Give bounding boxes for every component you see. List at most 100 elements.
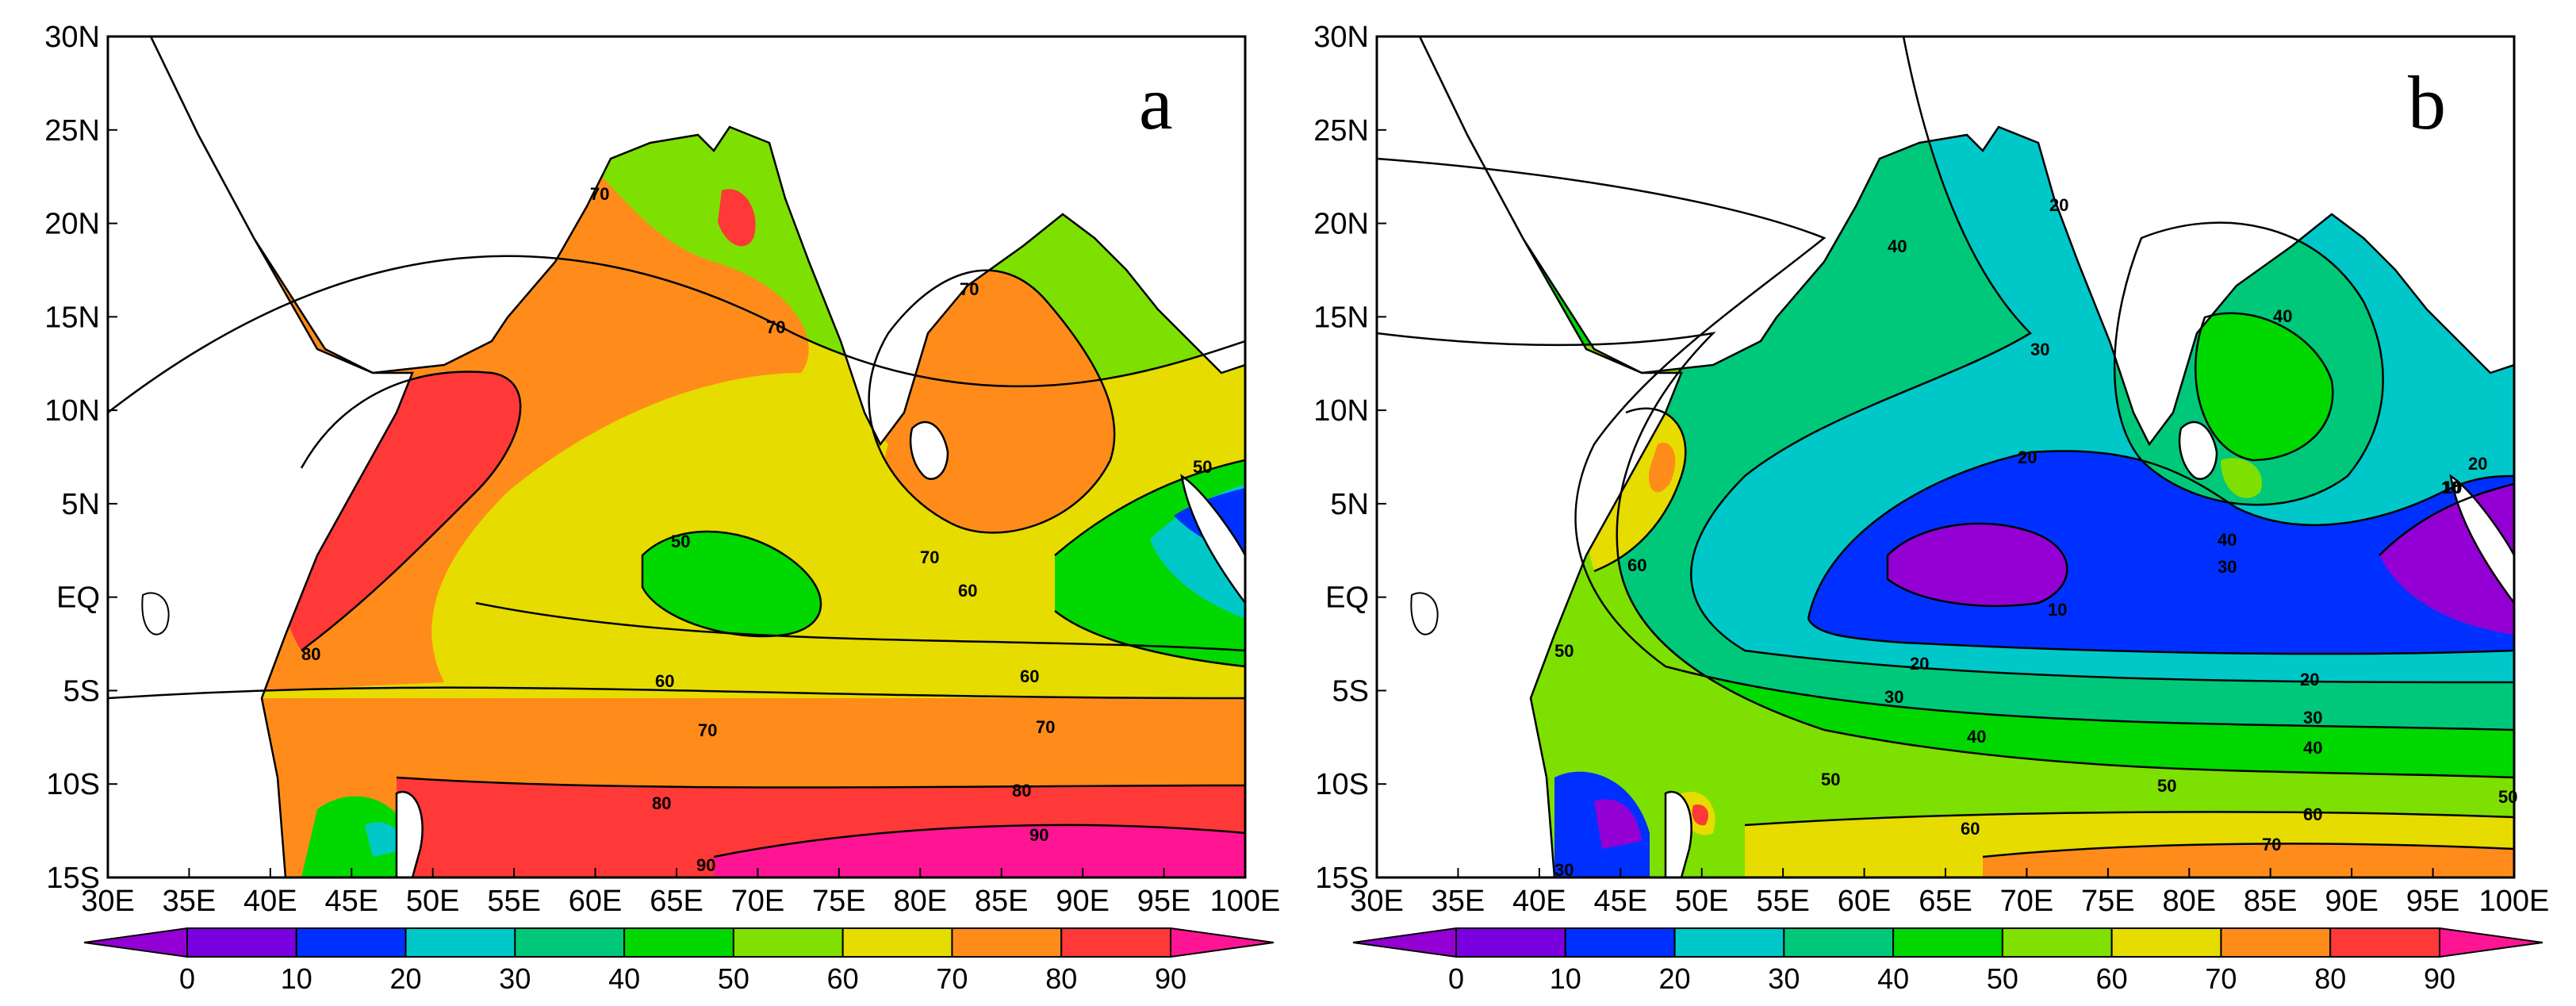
panel-a-x-tick-label: 50E (406, 885, 460, 918)
panel-b-y-tick-label: 5S (1332, 674, 1369, 708)
panel-a-y-tick-label: 10N (44, 394, 100, 428)
contour-label: 60 (1020, 666, 1039, 686)
panel-b-colorbar-swatch (2220, 927, 2332, 958)
contour-label: 30 (1554, 860, 1574, 880)
panel-b-y-tick-label: 10S (1315, 768, 1369, 801)
panel-b-colorbar-swatch (1564, 927, 1676, 958)
panel-a-x-tick-label: 55E (487, 885, 541, 918)
contour-label: 20 (2018, 447, 2037, 467)
panel-a-land-asia (108, 36, 1245, 447)
contour-label: 20 (2300, 670, 2319, 689)
panel-b-land-africa (1377, 36, 1683, 877)
panel-a-x-tick-label: 95E (1137, 885, 1191, 918)
panel-a-colorbar-label: 80 (1045, 962, 1077, 995)
panel-a-colorbar-swatch (623, 927, 734, 958)
panel-b-land-sri-lanka (2178, 420, 2218, 480)
panel-b-x-tick-label: 55E (1756, 885, 1810, 918)
panel-b-colorbar-swatch (1783, 927, 1895, 958)
panel-a-y-tick-label: 5S (63, 674, 100, 708)
panel-a-x-tick-label: 60E (569, 885, 623, 918)
panel-a-x-tick-label: 70E (731, 885, 785, 918)
panel-b-x-tick-label: 65E (1919, 885, 1972, 918)
contour-label: 60 (958, 581, 977, 601)
panel-b-land-lake (1410, 592, 1439, 635)
panel-b-y-tick-label: 15S (1315, 862, 1369, 895)
contour-label: 50 (2498, 787, 2517, 807)
panel-a-colorbar-swatch (841, 927, 953, 958)
panel-b-colorbar-label: 30 (1768, 962, 1800, 995)
panel-a-colorbar-label: 0 (179, 962, 195, 995)
contour-label: 60 (1627, 555, 1646, 575)
panel-a-x-tick-label: 100E (1210, 885, 1281, 918)
panel-b-field (1377, 36, 2514, 877)
panel-b-x-tick-label: 30E (1350, 885, 1404, 918)
panel-a-y-tick-label: 15N (44, 301, 100, 334)
contour-label: 50 (671, 532, 690, 551)
contour-label: 40 (2273, 306, 2292, 326)
panel-b-x-tick-label: 70E (2000, 885, 2054, 918)
panel-b-colorbar-label: 70 (2205, 962, 2237, 995)
panel-a-x-tick-label: 80E (893, 885, 947, 918)
panel-b-colorbar-swatch (2110, 927, 2222, 958)
panel-b-colorbar-swatch (1352, 927, 1457, 958)
panel-b-letter: b (2408, 60, 2446, 145)
panel-b-x-tick-label: 60E (1838, 885, 1892, 918)
contour-label: 70 (960, 279, 979, 299)
contour-label: 10 (2048, 600, 2067, 620)
panel-b-y-tick-label: 20N (1313, 208, 1369, 241)
contour-label: 30 (1884, 687, 1903, 707)
contour-label: 30 (2030, 340, 2049, 359)
contour-label: 50 (1821, 770, 1840, 789)
panel-a-y-tick-label: 5N (61, 488, 100, 521)
panel-a-colorbar-label: 60 (827, 962, 859, 995)
panel-b-x-tick-label: 80E (2162, 885, 2216, 918)
panel-a-y-tick-label: 15S (46, 862, 100, 895)
panel-a-colorbar-swatch (951, 927, 1063, 958)
panel-a-colorbar-swatch (83, 927, 188, 958)
panel-b-colorbar-label: 80 (2314, 962, 2346, 995)
contour-label: 90 (696, 855, 715, 875)
panel-b-land-asia (1377, 36, 2514, 447)
panel-b-x-tick-label: 85E (2244, 885, 2298, 918)
contour-label: 40 (1967, 727, 1986, 747)
panel-b-x-tick-label: 40E (1512, 885, 1566, 918)
panel-a-colorbar-label: 90 (1155, 962, 1186, 995)
panel-a-contour-labels: 70 70 70 50 70 60 60 60 70 70 80 80 90 9… (301, 184, 1212, 875)
contour-label: 60 (655, 671, 674, 691)
contour-label: 50 (1193, 457, 1212, 477)
panel-b-x-tick-label: 35E (1432, 885, 1485, 918)
panel-a-x-tick-label: 35E (163, 885, 217, 918)
panel-a-x-tick-label: 40E (243, 885, 297, 918)
panel-a: 70 70 70 50 70 60 60 60 70 70 80 80 90 9… (106, 35, 1247, 879)
contour-label: 20 (2468, 454, 2487, 474)
contour-label: 80 (301, 644, 320, 664)
panel-a-x-tick-label: 45E (324, 885, 378, 918)
contour-label: 40 (1888, 236, 1907, 256)
panel-b-x-tick-label: 45E (1593, 885, 1647, 918)
panel-b-colorbar-label: 20 (1659, 962, 1691, 995)
panel-b-x-tick-label: 95E (2406, 885, 2460, 918)
panel-a-colorbar-label: 50 (718, 962, 749, 995)
panel-b-colorbar-label: 10 (1550, 962, 1581, 995)
panel-b-x-tick-label: 50E (1675, 885, 1729, 918)
panel-a-axes: 30E 35E 40E 45E 50E 55E 60E 65E 70E 75E 80E 85E 90E 9… (44, 21, 1280, 918)
panel-b-colorbar-swatch (1455, 927, 1566, 958)
panel-a-letter: a (1139, 60, 1173, 145)
panel-b-colorbar-label: 90 (2424, 962, 2455, 995)
panel-a-colorbar-swatch (404, 927, 516, 958)
panel-b-contour-labels: 40 20 30 40 20 40 30 10 20 60 50 10 20 3… (1554, 195, 2517, 880)
panel-b-y-tick-label: 25N (1313, 114, 1369, 148)
panel-a-colorbar-label: 70 (936, 962, 968, 995)
panel-b-colorbar: 0 10 20 30 40 50 60 70 80 90 (1352, 927, 2543, 995)
contour-label: 40 (2303, 738, 2322, 758)
contour-label: 20 (2049, 195, 2068, 215)
contour-label: 70 (2262, 835, 2281, 854)
panel-b-colorbar-label: 0 (1448, 962, 1464, 995)
panel-a-colorbar-label: 20 (390, 962, 422, 995)
panel-b-y-tick-label: EQ (1325, 582, 1369, 615)
panel-b-colorbar-swatch (2329, 927, 2440, 958)
contour-label: 60 (2303, 804, 2322, 824)
contour-label: 80 (1012, 781, 1031, 801)
panel-a-x-tick-label: 30E (81, 885, 135, 918)
